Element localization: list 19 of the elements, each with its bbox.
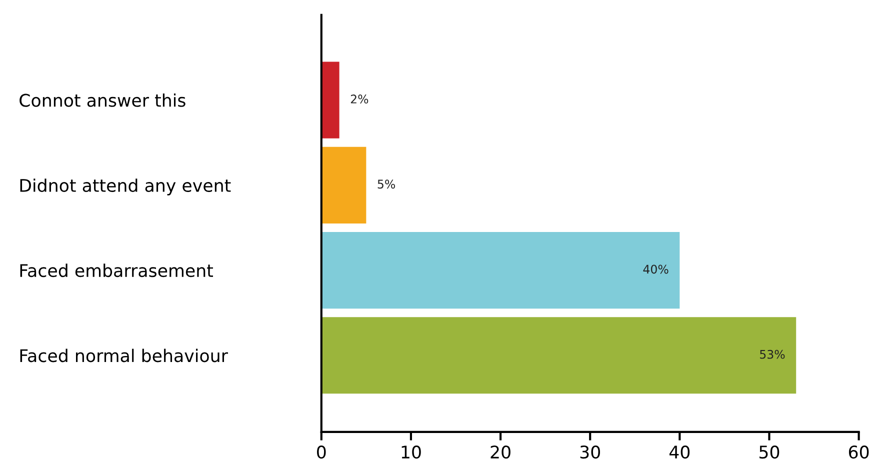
x-tick-label: 60 (848, 445, 869, 459)
bar (321, 62, 340, 138)
x-tick-label: 50 (760, 445, 780, 459)
data-label: 5% (378, 180, 396, 189)
x-tick-label: 10 (402, 445, 421, 459)
data-label: 2% (350, 94, 368, 104)
data-label: 40% (643, 264, 668, 274)
y-tick-label: Faced embarrasement (20, 264, 214, 278)
y-tick-label: Faced normal behaviour (20, 348, 228, 362)
y-tick-label: Connot answer this (20, 93, 186, 107)
x-tick-label: 30 (580, 445, 600, 459)
y-tick-label: Didnot attend any event (20, 178, 231, 196)
x-tick-label: 0 (317, 445, 326, 459)
x-tick-label: 20 (490, 445, 510, 459)
bar (321, 232, 680, 309)
data-label: 53% (760, 350, 785, 359)
x-tick-label: 40 (669, 445, 690, 459)
bar (321, 317, 796, 394)
bar (321, 146, 366, 224)
